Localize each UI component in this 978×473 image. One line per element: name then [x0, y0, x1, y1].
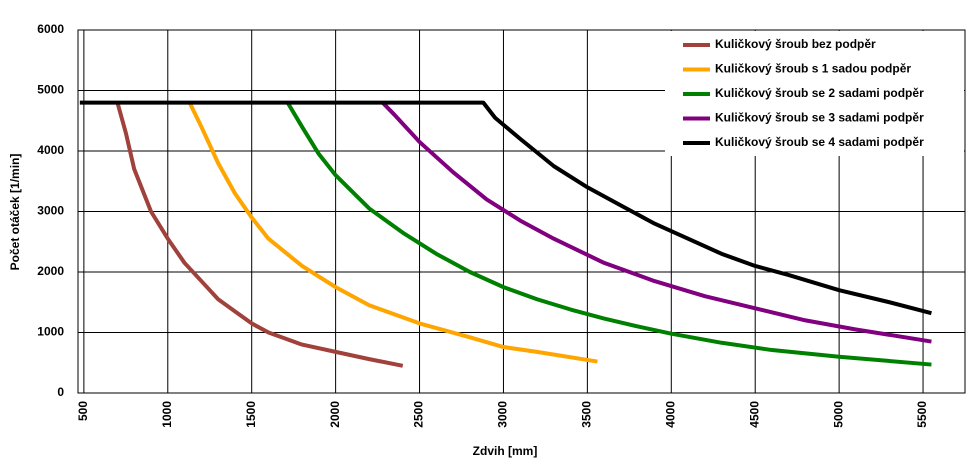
- y-tick-label: 1000: [37, 325, 64, 339]
- x-tick-label: 4000: [663, 401, 677, 428]
- x-tick-label: 500: [76, 401, 90, 421]
- series-line: [381, 101, 932, 344]
- legend-label: Kuličkový šroub se 2 sadami podpěr: [715, 86, 924, 100]
- legend-label: Kuličkový šroub se 4 sadami podpěr: [715, 135, 924, 149]
- x-tick-label: 4500: [747, 401, 761, 428]
- legend: [665, 31, 964, 156]
- series-line: [79, 100, 932, 316]
- x-tick-label: 2500: [412, 401, 426, 428]
- x-tick-label: 1000: [160, 401, 174, 428]
- series-line: [285, 101, 932, 367]
- y-tick-label: 6000: [37, 22, 64, 36]
- x-tick-label: 3000: [496, 401, 510, 428]
- x-axis-title: Zdvih [mm]: [473, 444, 538, 458]
- y-axis-title: Počet otáček [1/min]: [8, 154, 22, 271]
- legend-label: Kuličkový šroub bez podpěr: [715, 37, 876, 51]
- x-tick-label: 3500: [580, 401, 594, 428]
- y-tick-label: 0: [57, 385, 64, 399]
- series-line: [187, 101, 598, 364]
- y-tick-label: 2000: [37, 264, 64, 278]
- x-tick-label: 1500: [244, 401, 258, 428]
- y-tick-label: 3000: [37, 204, 64, 218]
- x-tick-label: 5500: [915, 401, 929, 428]
- y-tick-label: 4000: [37, 143, 64, 157]
- x-tick-label: 2000: [328, 401, 342, 428]
- x-tick-label: 5000: [831, 401, 845, 428]
- series-line: [115, 102, 404, 368]
- y-tick-label: 5000: [37, 83, 64, 97]
- legend-label: Kuličkový šroub s 1 sadou podpěr: [715, 62, 911, 76]
- legend-label: Kuličkový šroub se 3 sadami podpěr: [715, 111, 924, 125]
